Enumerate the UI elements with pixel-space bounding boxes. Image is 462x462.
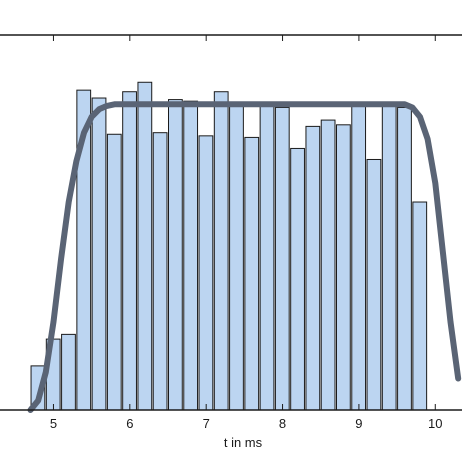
- histogram-bar: [336, 124, 351, 411]
- x-tick-label: 7: [203, 416, 210, 431]
- histogram-bar: [320, 119, 336, 411]
- x-tick-label: 6: [126, 416, 133, 431]
- histogram-bar: [152, 132, 168, 411]
- histogram-bar: [397, 106, 412, 411]
- histogram-bar: [290, 147, 305, 411]
- histogram-bar: [412, 201, 428, 411]
- histogram-bar: [259, 102, 275, 411]
- histogram-bar: [305, 125, 321, 411]
- histogram-bar: [91, 97, 107, 411]
- x-axis-label: t in ms: [224, 435, 263, 450]
- histogram-bar: [122, 91, 137, 411]
- histogram-bar: [168, 99, 183, 411]
- histogram-bar: [274, 106, 290, 411]
- x-tick-label: 10: [428, 416, 442, 431]
- histogram-bars: [30, 81, 428, 411]
- histogram-bar: [381, 103, 397, 411]
- x-tick-label: 8: [279, 416, 286, 431]
- histogram-bar: [366, 158, 382, 411]
- histogram-bar: [229, 103, 244, 411]
- fit-curve-group: [27, 101, 462, 413]
- histogram-bar: [183, 100, 199, 411]
- histogram-bar: [213, 91, 229, 411]
- histogram-bar: [106, 133, 122, 411]
- histogram-bar: [61, 333, 76, 411]
- histogram-bar: [198, 135, 214, 411]
- histogram-bar: [137, 81, 153, 411]
- axes: 5 6 7 8 9 10: [0, 34, 462, 431]
- x-tick-label: 9: [355, 416, 362, 431]
- x-tick-label: 5: [50, 416, 57, 431]
- fit-curve: [27, 101, 462, 413]
- histogram-bar: [351, 105, 367, 411]
- histogram-bar: [244, 136, 260, 411]
